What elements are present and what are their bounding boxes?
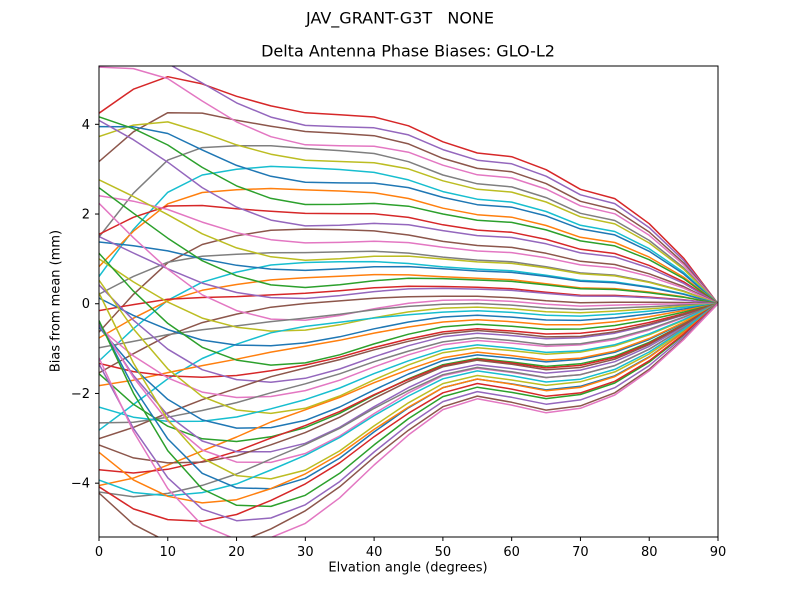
series-line-11 bbox=[99, 119, 718, 305]
series-line-38 bbox=[99, 303, 718, 487]
series-line-7 bbox=[99, 125, 718, 305]
series-line-21 bbox=[99, 235, 718, 305]
y-tick-label: 0 bbox=[82, 297, 90, 312]
series-line-51 bbox=[99, 303, 718, 522]
series-lines-group bbox=[99, 66, 718, 537]
series-line-18 bbox=[99, 273, 718, 339]
series-line-4 bbox=[99, 145, 718, 305]
axes-frame bbox=[98, 65, 719, 538]
series-line-37 bbox=[99, 303, 718, 429]
x-tick-label: 40 bbox=[366, 545, 383, 560]
series-line-46 bbox=[99, 303, 718, 497]
series-line-16 bbox=[99, 260, 718, 362]
series-line-5 bbox=[99, 121, 718, 305]
series-line-31 bbox=[99, 284, 718, 383]
series-line-26 bbox=[99, 302, 718, 431]
series-line-14 bbox=[99, 250, 718, 305]
x-tick-label: 90 bbox=[710, 545, 727, 560]
series-line-25 bbox=[99, 258, 718, 332]
series-line-45 bbox=[99, 292, 718, 480]
series-line-27 bbox=[99, 297, 718, 347]
x-tick-label: 50 bbox=[435, 545, 452, 560]
series-line-19 bbox=[99, 187, 718, 305]
series-line-28 bbox=[99, 302, 718, 387]
series-line-6 bbox=[99, 165, 718, 305]
series-line-12 bbox=[99, 228, 718, 333]
figure-suptitle: JAV_GRANT-G3T NONE bbox=[306, 8, 494, 28]
series-line-44 bbox=[99, 303, 718, 498]
series-line-10 bbox=[99, 204, 718, 305]
x-tick-label: 10 bbox=[160, 545, 177, 560]
x-tick-label: 0 bbox=[95, 545, 103, 560]
y-tick-label: 4 bbox=[82, 118, 90, 133]
x-axis-label: Elvation angle (degrees) bbox=[328, 560, 488, 576]
series-line-20 bbox=[99, 285, 718, 312]
series-line-23 bbox=[99, 202, 718, 321]
y-tick-label: −2 bbox=[71, 387, 90, 402]
series-line-9 bbox=[99, 116, 718, 305]
series-line-2 bbox=[99, 111, 718, 305]
x-tick-label: 70 bbox=[572, 545, 589, 560]
y-axis-label: Bias from mean (mm) bbox=[48, 229, 64, 373]
series-line-52 bbox=[99, 303, 718, 537]
x-tick-label: 60 bbox=[503, 545, 520, 560]
x-tick-label: 20 bbox=[228, 545, 245, 560]
x-tick-label: 80 bbox=[641, 545, 658, 560]
series-line-49 bbox=[99, 303, 718, 508]
series-line-30 bbox=[99, 302, 718, 379]
series-line-29 bbox=[99, 252, 718, 366]
series-line-17 bbox=[99, 241, 718, 305]
series-line-15 bbox=[99, 179, 718, 305]
series-line-34 bbox=[99, 303, 718, 424]
series-line-42 bbox=[99, 303, 718, 464]
series-line-1 bbox=[170, 66, 718, 305]
y-tick-label: 2 bbox=[82, 208, 90, 223]
series-line-48 bbox=[99, 303, 718, 504]
series-line-53 bbox=[99, 303, 718, 537]
series-line-22 bbox=[99, 295, 718, 374]
series-line-0 bbox=[99, 75, 718, 305]
series-line-33 bbox=[99, 303, 718, 399]
y-tick-label: −4 bbox=[71, 477, 90, 492]
series-line-50 bbox=[99, 303, 718, 523]
series-line-41 bbox=[99, 303, 718, 453]
series-line-8 bbox=[99, 187, 718, 305]
x-tick-label: 30 bbox=[297, 545, 314, 560]
series-line-3 bbox=[99, 66, 718, 305]
series-line-24 bbox=[99, 302, 718, 349]
series-line-32 bbox=[99, 302, 718, 440]
axes-title: Delta Antenna Phase Biases: GLO-L2 bbox=[261, 41, 555, 61]
series-line-36 bbox=[99, 303, 718, 423]
series-line-35 bbox=[99, 279, 718, 415]
series-line-13 bbox=[99, 194, 718, 305]
